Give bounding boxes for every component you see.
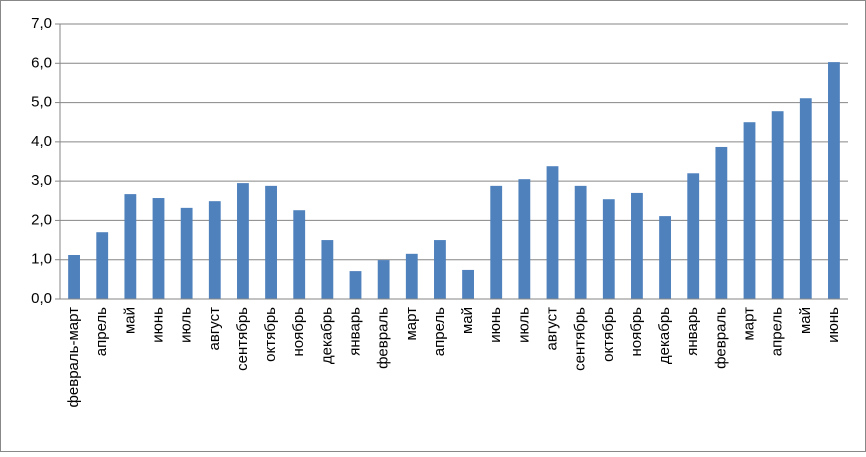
y-tick-label: 7,0 (31, 15, 52, 32)
y-tick-label: 5,0 (31, 94, 52, 111)
x-tick-label: декабрь (318, 307, 335, 364)
bar (68, 255, 80, 299)
y-tick-label: 6,0 (31, 54, 52, 71)
x-tick-label: май (121, 307, 138, 334)
x-tick-label: июнь (825, 307, 842, 343)
x-tick-label: сентябрь (234, 307, 251, 371)
x-tick-label: октябрь (600, 307, 617, 362)
x-tick-label: январь (346, 307, 363, 356)
bar (349, 271, 362, 299)
bar (208, 201, 221, 299)
x-tick-label: июль (178, 307, 195, 343)
y-tick-label: 3,0 (31, 172, 52, 189)
bar (687, 173, 700, 299)
bar (602, 199, 615, 299)
bar (377, 260, 390, 299)
x-tick-label: февраль (375, 307, 392, 369)
x-tick-label: август (543, 307, 560, 351)
x-tick-label: сентябрь (572, 307, 589, 371)
bar (546, 166, 559, 299)
bar (715, 146, 728, 299)
x-tick-label: июнь (487, 307, 504, 343)
bar (152, 198, 165, 299)
bar (518, 179, 531, 299)
bar (434, 240, 446, 299)
bar (96, 232, 109, 299)
bar (265, 185, 277, 299)
y-tick-label: 0,0 (31, 290, 52, 307)
x-tick-label: июль (515, 307, 532, 343)
bar (659, 216, 671, 299)
y-tick-label: 2,0 (31, 211, 52, 228)
bar (799, 98, 812, 299)
x-tick-label: ноябрь (290, 307, 307, 357)
y-tick-label: 4,0 (31, 133, 52, 150)
x-tick-label: май (797, 307, 814, 334)
bar (490, 185, 503, 299)
bar (462, 269, 474, 299)
x-tick-label: июнь (149, 307, 166, 343)
x-tick-label: апрель (93, 307, 110, 356)
bar (237, 183, 249, 299)
bar (180, 207, 193, 299)
y-tick-label: 1,0 (31, 251, 52, 268)
bar (743, 122, 756, 299)
bar (771, 111, 784, 299)
x-tick-label: апрель (431, 307, 448, 356)
bar (293, 210, 306, 299)
bar (124, 194, 137, 299)
bar (574, 185, 587, 299)
bar (405, 253, 418, 299)
x-tick-label: февраль-март (65, 307, 82, 408)
x-tick-label: февраль (712, 307, 729, 369)
x-tick-label: май (459, 307, 476, 334)
bar (828, 62, 840, 299)
x-tick-label: апрель (769, 307, 786, 356)
x-tick-label: ноябрь (628, 307, 645, 357)
x-tick-label: август (206, 307, 223, 351)
x-tick-label: март (403, 307, 420, 341)
x-tick-label: октябрь (262, 307, 279, 362)
bar (631, 192, 643, 299)
x-tick-label: январь (684, 307, 701, 356)
x-tick-label: март (740, 307, 757, 341)
bar (321, 240, 334, 299)
x-tick-label: декабрь (656, 307, 673, 364)
